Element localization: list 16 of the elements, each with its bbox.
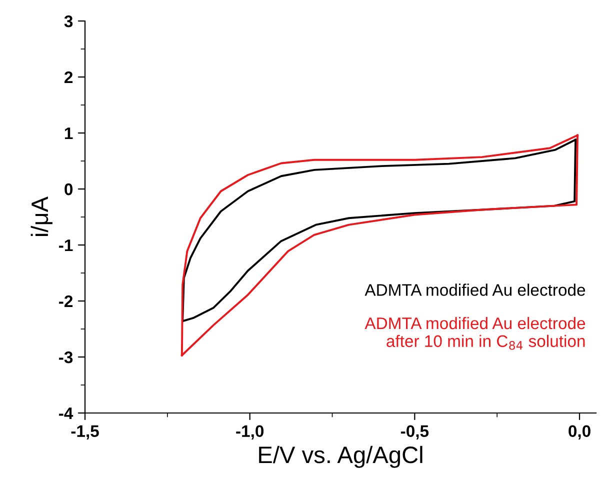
y-tick-label: 2 — [64, 71, 73, 84]
y-tick-label: -4 — [59, 408, 74, 420]
y-tick-label: 3 — [64, 15, 73, 28]
x-tick-label: -1,0 — [236, 425, 264, 440]
y-axis-title: i/μA — [30, 196, 52, 236]
x-tick-label: -0,5 — [400, 425, 429, 440]
text: ADMTA modified Au electrode after 10 min in C$_{84}$ solution — [364, 316, 586, 350]
y-tick-label: 0 — [64, 183, 73, 196]
y-tick-label: 1 — [64, 128, 73, 140]
text: ADMTA modified Au electrode — [364, 284, 586, 296]
y-tick-label: -1 — [59, 240, 73, 252]
x-tick-label: 0,0 — [568, 425, 590, 440]
y-tick-label: -3 — [59, 351, 73, 364]
y-tick-label: -2 — [59, 295, 73, 308]
x-tick-label: -1,5 — [71, 425, 99, 440]
x-axis-title: E/V vs. Ag/AgCl — [259, 446, 422, 468]
